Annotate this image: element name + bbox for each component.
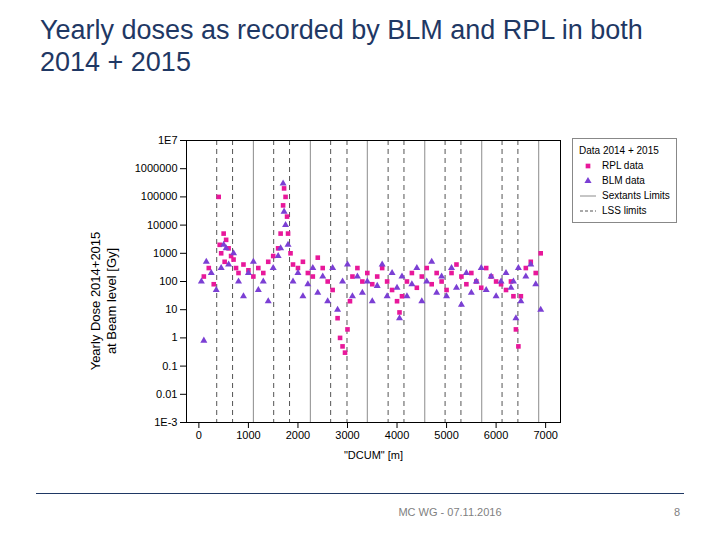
html-text:MC WG - 07.11.2016: MC WG - 07.11.2016	[398, 506, 502, 518]
svg-text:0.1: 0.1	[162, 360, 177, 372]
svg-text:4000: 4000	[385, 429, 409, 441]
svg-text:2000: 2000	[286, 429, 310, 441]
svg-text:1000: 1000	[153, 247, 177, 259]
svg-text:1: 1	[171, 331, 177, 343]
svg-text:100000: 100000	[141, 190, 178, 202]
svg-text:1E-3: 1E-3	[154, 416, 177, 428]
svg-text:10000: 10000	[147, 219, 178, 231]
html-text:Sextants Limits: Sextants Limits	[602, 190, 670, 201]
svg-text:3000: 3000	[335, 429, 359, 441]
svg-text:5000: 5000	[434, 429, 458, 441]
svg-text:1000: 1000	[236, 429, 260, 441]
svg-text:6000: 6000	[484, 429, 508, 441]
svg-text:10: 10	[165, 303, 177, 315]
html-text:Yearly Dose 2014+2015: Yearly Dose 2014+2015	[88, 231, 103, 371]
svg-text:100: 100	[159, 275, 177, 287]
html-text:RPL data: RPL data	[602, 160, 644, 171]
svg-text:1000000: 1000000	[135, 162, 178, 174]
html-text:Yearly doses as recorded by BL: Yearly doses as recorded by BLM and RPL …	[40, 15, 643, 77]
html-text:8: 8	[673, 506, 680, 518]
svg-text:0: 0	[196, 429, 202, 441]
html-text:BLM data: BLM data	[602, 175, 645, 186]
svg-text:7000: 7000	[533, 429, 557, 441]
svg-text:"DCUM" [m]: "DCUM" [m]	[344, 449, 403, 461]
html-text:LSS limits: LSS limits	[602, 205, 647, 216]
svg-text:1E7: 1E7	[158, 134, 178, 146]
html-text:Data 2014 + 2015: Data 2014 + 2015	[579, 145, 659, 156]
svg-text:0.01: 0.01	[156, 388, 177, 400]
html-text:at Beam level [Gy]: at Beam level [Gy]	[104, 247, 119, 355]
